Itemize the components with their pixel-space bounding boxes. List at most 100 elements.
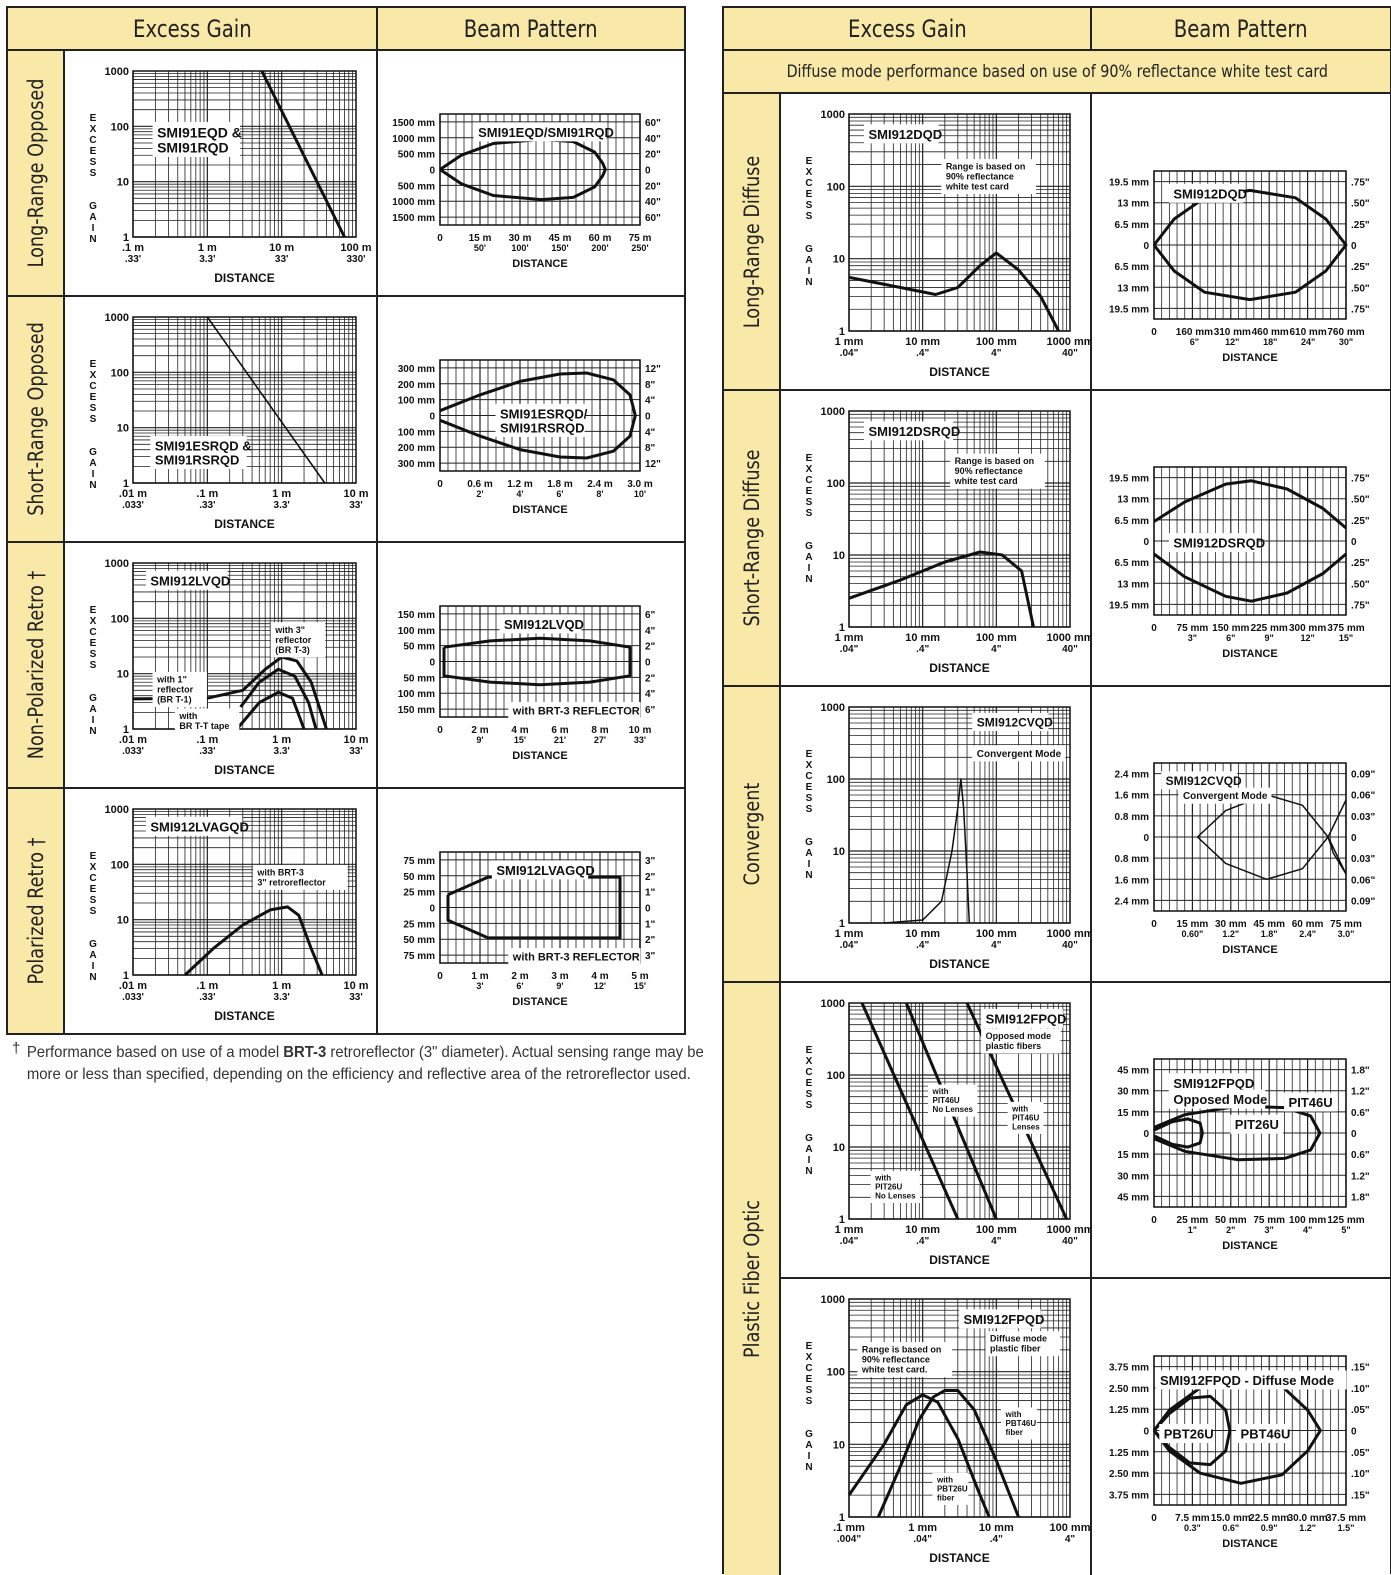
series-line [235, 690, 306, 730]
row-long-range-opposed: Long-Range Opposed 1 10 100 1000 .1 m .33' 1 m… [8, 51, 684, 295]
xlabel: DISTANCE [1222, 1240, 1277, 1252]
ylabel-letter: E [90, 851, 97, 862]
x-tick-label: 0 [437, 725, 443, 736]
xlabel: DISTANCE [512, 750, 567, 762]
y-tick-label: 10 [833, 254, 845, 266]
ylabel-letter: G [89, 447, 97, 458]
y-tick-label: 30 mm [1117, 1171, 1149, 1182]
annotation-bg [145, 570, 228, 590]
x-tick-label: 10 m [343, 734, 368, 746]
annotation-text: SMI912LVQD [504, 617, 584, 632]
plot-frame [1153, 466, 1347, 616]
x-tick-label: 4' [516, 489, 523, 499]
x-tick-label: 8 m [591, 725, 608, 736]
annotation-text: SMI91EQD & [157, 124, 242, 140]
y-tick-label-right: 0 [645, 904, 651, 915]
x-tick-label: 4" [991, 348, 1002, 359]
annotation-text: with [178, 711, 197, 721]
ylabel-letter: N [89, 480, 96, 491]
y-tick-label-right: .25" [1351, 558, 1370, 569]
annotation-box: with BRT-33" retroreflector [252, 864, 348, 890]
y-tick-label: 3.75 mm [1109, 1490, 1149, 1501]
y-tick-label: 1 [839, 1512, 845, 1524]
x-tick-label: 5 m [631, 971, 648, 982]
chart-svg: 300 mm 200 mm 100 mm 0 100 mm 200 mm 300 mm 12"… [398, 359, 661, 516]
annotation-bg [972, 712, 1049, 731]
x-tick-label: 1" [1188, 1225, 1197, 1235]
y-tick-label: 19.5 mm [1109, 304, 1149, 315]
y-tick-label-right: 0 [645, 658, 651, 669]
y-tick-label-right: 4" [645, 626, 656, 637]
y-tick-label-right: 1" [645, 919, 656, 930]
annotation-text: Convergent Mode [977, 749, 1062, 760]
annotation-bg [152, 121, 240, 157]
annotation-text: 3" retroreflector [257, 877, 326, 887]
x-tick-label: 300 mm [1289, 623, 1326, 634]
ylabel-letter: E [90, 146, 97, 157]
x-tick-label: 9' [556, 981, 563, 991]
x-tick-label: 22.5 mm [1249, 1513, 1289, 1524]
x-tick-label: .4" [916, 940, 929, 951]
annotation-text: No Lenses [875, 1191, 916, 1200]
x-tick-label: 4" [991, 644, 1002, 655]
annotation-text: 90% reflectance [955, 466, 1023, 476]
row-label: Short-Range Diffuse [724, 391, 781, 685]
annotation-box: SMI912DQD [863, 124, 942, 144]
x-tick-label: 15" [1339, 633, 1353, 643]
beam-pattern-cell: 75 mm 50 mm 25 mm 0 25 mm 50 mm 75 mm 3" 2" 1" 0 1"… [378, 789, 684, 1033]
annotation-text: (BR T-3) [275, 645, 310, 655]
x-tick-label: 18" [1263, 337, 1277, 347]
x-tick-label: .4" [916, 1236, 929, 1247]
x-tick-label: .033' [122, 746, 144, 757]
x-tick-label: .1 m [196, 980, 218, 992]
y-tick-label: 1000 [105, 804, 129, 816]
annotation-text: fiber [1005, 1428, 1022, 1437]
ylabel-letter: E [90, 884, 97, 895]
x-tick-label: 760 mm [1327, 327, 1364, 338]
ylabel-letter: A [89, 458, 96, 469]
x-tick-label: 60 m [589, 233, 612, 244]
y-tick-label-right: 60" [645, 213, 661, 224]
y-tick-label: 1000 [821, 702, 845, 714]
y-tick-label: 50 mm [403, 673, 435, 684]
y-tick-label-right: 0.09" [1351, 896, 1375, 907]
x-tick-label: 10 m [343, 488, 368, 500]
y-tick-label: 150 mm [398, 610, 435, 621]
x-tick-label: 25 mm [1177, 1215, 1209, 1226]
annotation-text: PIT26U [1235, 1117, 1279, 1132]
annotation-bg [508, 702, 641, 720]
ylabel-letter: S [806, 1385, 813, 1396]
ylabel-letter: X [806, 760, 813, 771]
y-tick-label: 100 [111, 859, 129, 871]
annotation-bg [270, 622, 326, 658]
y-tick-label-right: 60" [645, 118, 661, 129]
y-tick-label: 100 [111, 367, 129, 379]
xlabel: DISTANCE [214, 763, 274, 777]
series-line [442, 636, 632, 687]
y-tick-label-right: 20" [645, 150, 661, 161]
annotation-bg [972, 745, 1066, 762]
y-tick-label-right: 1.8" [1351, 1192, 1370, 1203]
annotation-text: with [1011, 1104, 1028, 1113]
x-tick-label: 10 m [629, 725, 652, 736]
annotation-box: SMI912CVQD [972, 712, 1053, 731]
annotation-text: Lenses [1012, 1122, 1040, 1131]
y-tick-label-right: 0.6" [1351, 1108, 1370, 1119]
x-tick-label: 3.3' [274, 500, 290, 511]
annotation-box: PIT46U [1284, 1092, 1337, 1112]
annotation-box: SMI912LVAGQD [145, 816, 249, 836]
ylabel-letter: E [806, 1078, 813, 1089]
plot-frame [848, 113, 1071, 332]
xlabel: DISTANCE [929, 1253, 989, 1267]
ylabel-letter: N [89, 726, 96, 737]
annotation-bg [495, 403, 585, 437]
y-tick-label: 10 [117, 177, 129, 189]
x-tick-label: 40" [1062, 644, 1078, 655]
x-tick-label: 10 mm [905, 336, 940, 348]
y-tick-label: 15 mm [1117, 1108, 1149, 1119]
x-tick-label: .1 mm [833, 1522, 865, 1534]
x-tick-label: 8' [596, 489, 603, 499]
